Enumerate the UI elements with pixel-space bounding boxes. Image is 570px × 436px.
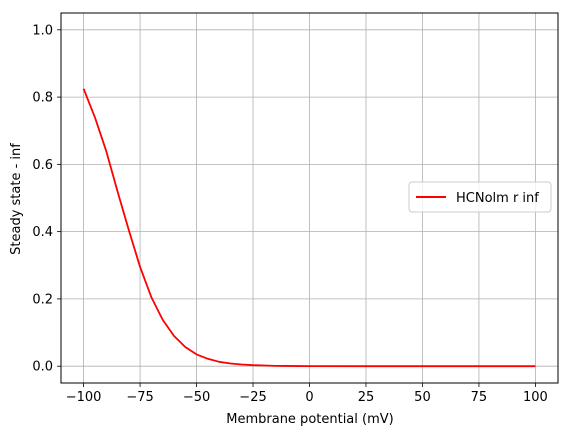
x-tick-label: −75 [126, 390, 153, 405]
y-tick-label: 0.0 [32, 360, 53, 375]
y-tick-label: 1.0 [32, 23, 53, 38]
x-axis-ticks: −100 −75 −50 −25 0 25 50 75 100 [66, 383, 548, 405]
y-axis-ticks: 0.0 0.2 0.4 0.6 0.8 1.0 [32, 23, 61, 375]
x-tick-label: −50 [183, 390, 210, 405]
x-tick-label: 0 [305, 390, 313, 405]
x-tick-label: −25 [239, 390, 266, 405]
x-tick-label: 50 [414, 390, 431, 405]
y-axis-label: Steady state - inf [9, 143, 24, 255]
x-axis-label: Membrane potential (mV) [226, 412, 393, 427]
y-tick-label: 0.4 [32, 225, 53, 240]
x-tick-label: 75 [471, 390, 488, 405]
series-layer [82, 88, 536, 368]
y-tick-label: 0.2 [32, 292, 53, 307]
legend-frame [408, 181, 552, 213]
legend: HCNolm r inf [408, 181, 552, 213]
x-tick-label: 100 [523, 390, 548, 405]
y-tick-label: 0.6 [32, 158, 53, 173]
legend-label: HCNolm r inf [456, 191, 539, 206]
series-line [82, 88, 536, 368]
x-tick-label: −100 [66, 390, 102, 405]
y-tick-label: 0.8 [32, 91, 53, 106]
grid [61, 13, 558, 383]
x-tick-label: 25 [358, 390, 375, 405]
